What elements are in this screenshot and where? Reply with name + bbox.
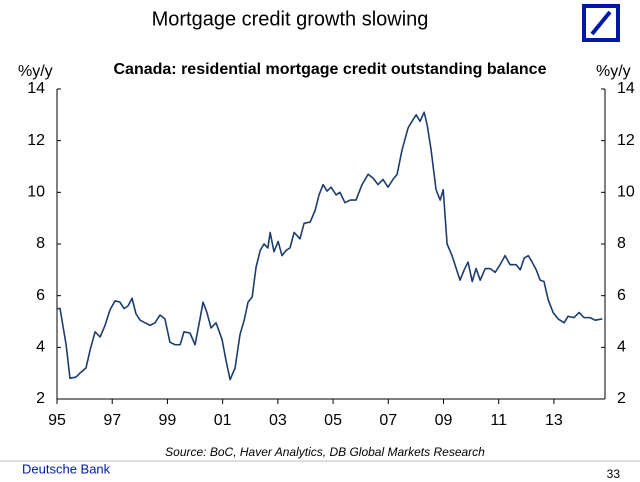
x-tick-label: 97 — [103, 412, 121, 429]
y2-axis-label: %y/y — [596, 63, 631, 80]
x-tick-label: 11 — [490, 412, 507, 429]
logo-box — [582, 4, 620, 42]
x-tick-label: 03 — [269, 412, 287, 429]
x-tick-label: 09 — [435, 412, 453, 429]
logo-slash — [590, 10, 612, 36]
y-axis-label: %y/y — [18, 63, 53, 80]
y2-tick-label: 8 — [617, 235, 626, 252]
y2-tick-label: 2 — [617, 390, 626, 407]
logo — [582, 4, 620, 42]
y-tick-label: 10 — [27, 184, 45, 201]
y-tick-label: 14 — [27, 80, 45, 97]
chart-title: Canada: residential mortgage credit outs… — [114, 61, 547, 78]
y-tick-label: 8 — [36, 235, 45, 252]
y2-tick-label: 6 — [617, 287, 626, 304]
y2-tick-label: 12 — [617, 132, 635, 149]
y2-tick-label: 10 — [617, 184, 635, 201]
x-tick-label: 95 — [48, 412, 66, 429]
x-tick-label: 07 — [379, 412, 397, 429]
y-tick-label: 12 — [27, 132, 45, 149]
x-tick-label: 01 — [214, 412, 232, 429]
slide-title: Mortgage credit growth slowing — [152, 8, 429, 30]
data-line — [57, 111, 603, 381]
y-tick-label: 6 — [36, 287, 45, 304]
x-tick-label: 99 — [159, 412, 177, 429]
x-tick-label: 13 — [545, 412, 563, 429]
y2-tick-label: 14 — [617, 80, 635, 97]
y-tick-label: 2 — [36, 390, 45, 407]
y2-tick-label: 4 — [617, 339, 626, 356]
source: Source: BoC, Haver Analytics, DB Global … — [165, 445, 485, 459]
y-tick-label: 4 — [36, 339, 45, 356]
x-tick-label: 05 — [324, 412, 342, 429]
footer-company: Deutsche Bank — [22, 461, 111, 476]
page-number: 33 — [607, 467, 621, 481]
